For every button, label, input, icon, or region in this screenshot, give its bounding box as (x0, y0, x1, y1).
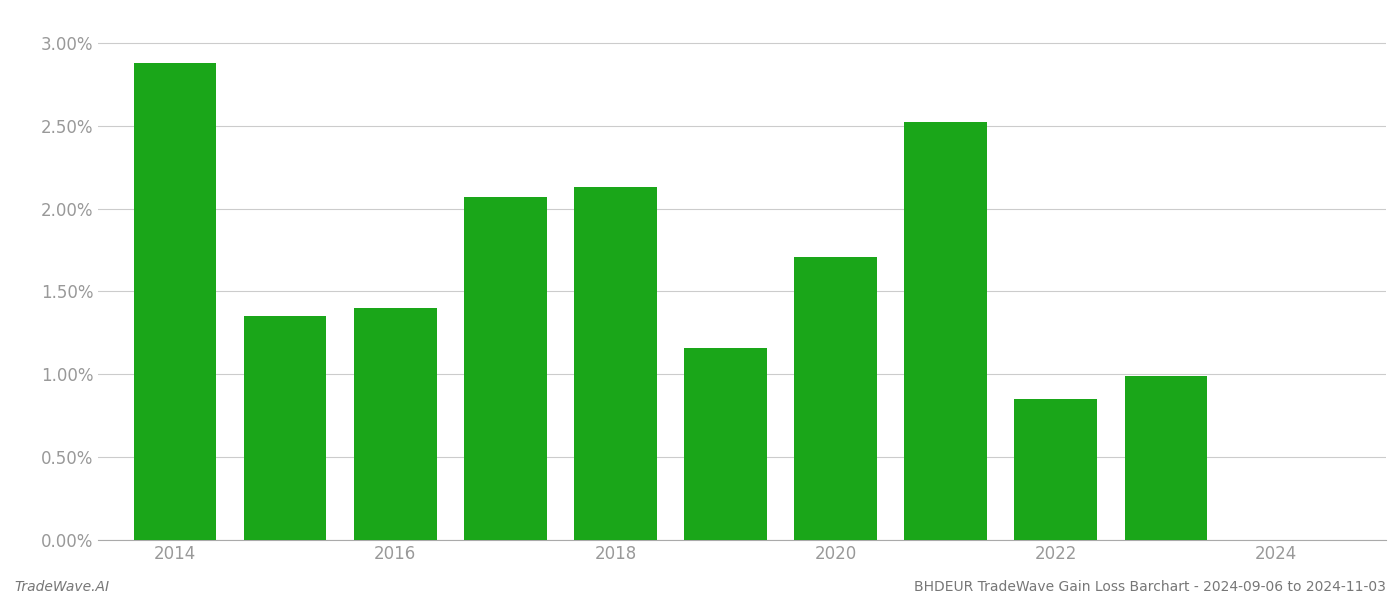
Bar (1015, 399, 1098, 540)
Bar (794, 257, 876, 540)
Bar (685, 348, 767, 540)
Text: TradeWave.AI: TradeWave.AI (14, 580, 109, 594)
Bar (463, 197, 546, 540)
Bar (354, 308, 437, 540)
Bar (1124, 376, 1207, 540)
Bar (904, 122, 987, 540)
Bar (574, 187, 657, 540)
Bar (244, 316, 326, 540)
Bar (134, 63, 217, 540)
Text: BHDEUR TradeWave Gain Loss Barchart - 2024-09-06 to 2024-11-03: BHDEUR TradeWave Gain Loss Barchart - 20… (914, 580, 1386, 594)
